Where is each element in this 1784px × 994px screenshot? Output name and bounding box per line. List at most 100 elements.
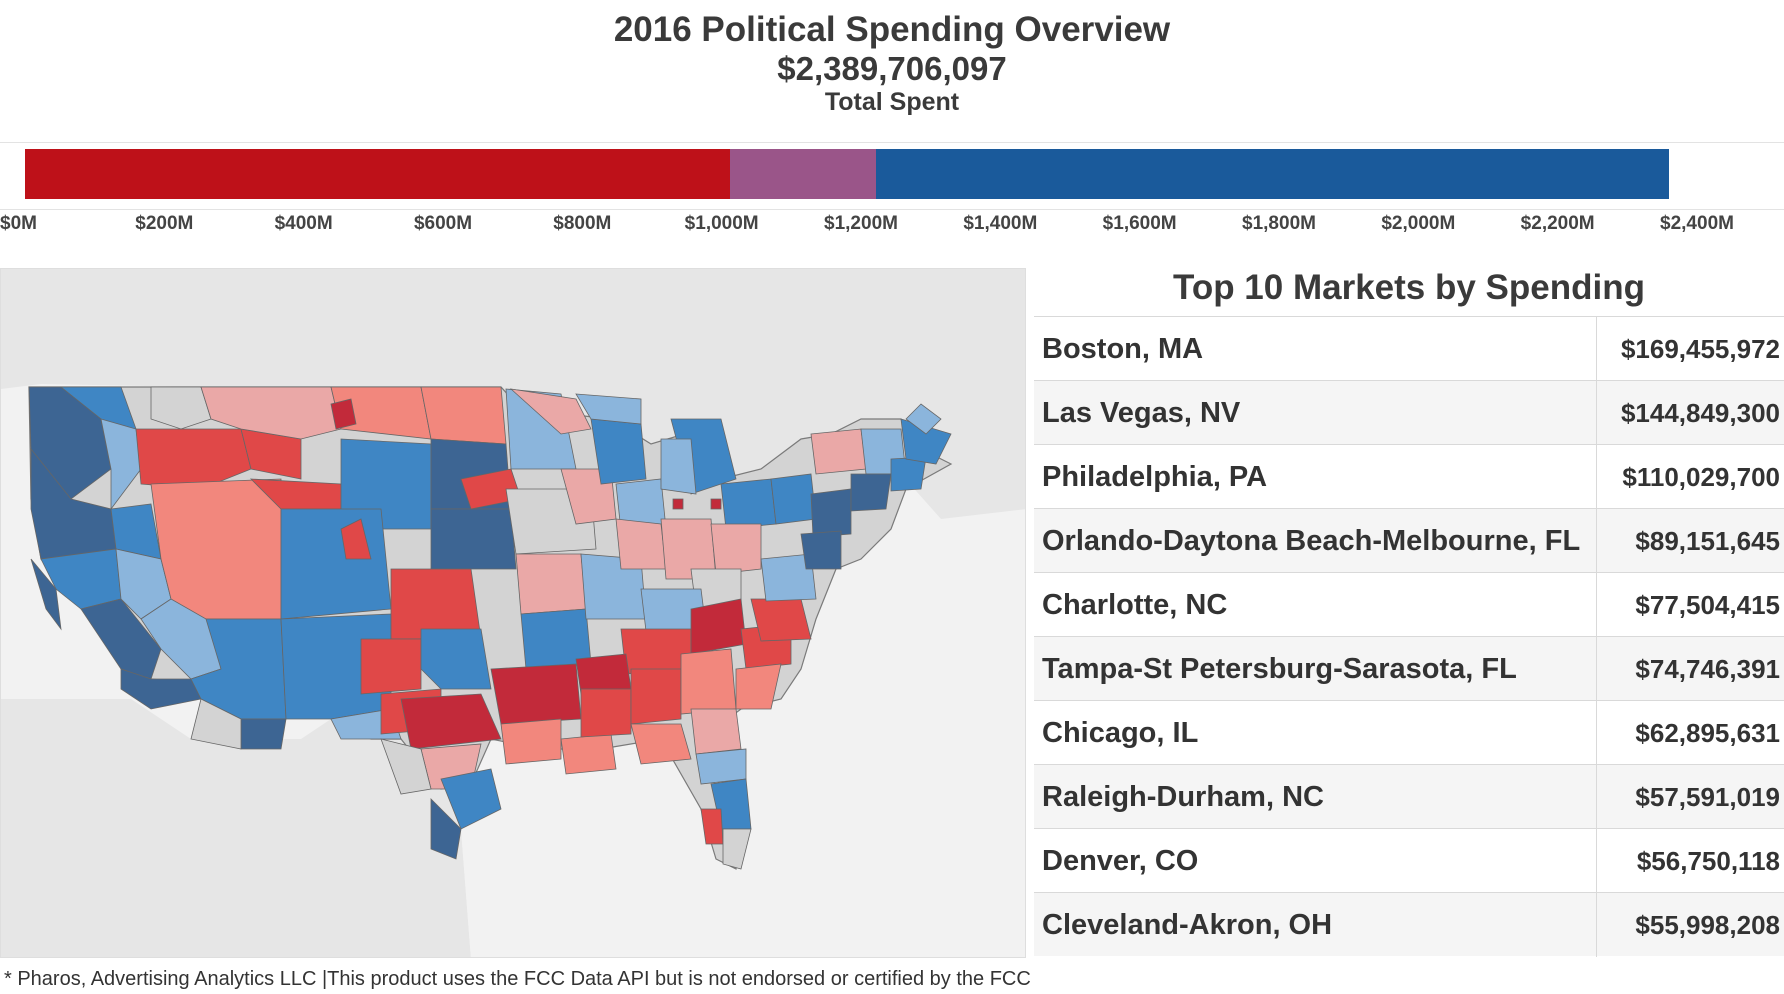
page-title: 2016 Political Spending Overview [613,10,1171,49]
region-grand-junction[interactable] [340,518,372,560]
region-corpus-christi[interactable] [430,798,462,860]
region-cleveland[interactable] [720,478,777,530]
region-washington-dc[interactable] [800,530,842,570]
table-row[interactable]: Chicago, IL $62,895,631 [1034,700,1784,765]
region-boise[interactable] [135,428,252,490]
region-tucson[interactable] [240,718,287,750]
axis-tick-label: $0M [0,213,37,234]
region-milwaukee[interactable] [590,418,647,485]
table-row[interactable]: Tampa-St Petersburg-Sarasota, FL $74,746,… [1034,636,1784,701]
market-amount: $110,029,700 [1596,445,1784,509]
market-amount: $169,455,972 [1596,317,1784,381]
table-row[interactable]: Las Vegas, NV $144,849,300 [1034,380,1784,445]
region-miami[interactable] [722,828,752,870]
market-amount: $55,998,208 [1596,893,1784,957]
region-richmond[interactable] [760,553,817,602]
market-amount: $89,151,645 [1596,509,1784,573]
region-little-rock[interactable] [490,663,582,725]
region-kansas-city[interactable] [515,553,587,615]
market-name: Orlando-Daytona Beach-Melbourne, FL [1042,525,1581,557]
table-row[interactable]: Denver, CO $56,750,118 [1034,828,1784,893]
market-name: Boston, MA [1042,333,1204,365]
region-cheyenne[interactable] [340,438,432,530]
table-row[interactable]: Orlando-Daytona Beach-Melbourne, FL $89,1… [1034,508,1784,573]
market-amount: $62,895,631 [1596,701,1784,765]
region-dallas[interactable] [400,693,502,750]
region-lansing[interactable] [672,498,684,510]
us-map[interactable] [1,269,1026,958]
region-salt-lake-city[interactable] [150,478,282,620]
axis-tick-label: $2,000M [1381,213,1456,234]
region-sf[interactable] [30,558,62,631]
bar-segment-democrat[interactable] [876,149,1670,199]
market-name: Chicago, IL [1042,717,1199,749]
region-memphis[interactable] [575,653,632,695]
region-shreveport[interactable] [500,718,562,765]
region-oklahoma-city[interactable] [420,628,492,690]
region-missoula[interactable] [150,386,212,430]
region-macon[interactable] [690,708,742,755]
table-row[interactable]: Cleveland-Akron, OH $55,998,208 [1034,892,1784,957]
table-row[interactable]: Charlotte, NC $77,504,415 [1034,572,1784,637]
region-houston[interactable] [440,768,502,830]
region-fresno[interactable] [80,598,162,680]
market-name: Denver, CO [1042,845,1199,877]
region-jacksonville[interactable] [695,748,747,785]
axis-tick-label: $1,200M [824,213,898,234]
region-peoria[interactable] [615,518,667,570]
market-spending-map[interactable] [0,268,1026,958]
region-omaha[interactable] [430,508,517,570]
market-amount: $56,750,118 [1596,829,1784,893]
bar-segment-mixed[interactable] [730,149,877,199]
axis-tick-label: $2,400M [1660,213,1734,234]
axis-tick-label: $1,800M [1242,213,1316,234]
market-name: Las Vegas, NV [1042,397,1241,429]
region-toledo[interactable] [710,498,722,510]
top10-table: Boston, MA $169,455,972 Las Vegas, NV $144,… [1034,316,1784,957]
region-columbia-sc[interactable] [735,663,782,710]
region-atlanta[interactable] [680,648,737,715]
axis-tick-label: $2,200M [1520,213,1595,234]
region-san-antonio[interactable] [380,738,432,795]
region-amarillo[interactable] [360,638,422,695]
region-yuma[interactable] [190,698,242,750]
region-jackson-ms[interactable] [580,688,632,738]
region-helena[interactable] [330,398,357,430]
region-portland-me[interactable] [900,418,952,465]
table-row[interactable]: Philadelphia, PA $110,029,700 [1034,444,1784,509]
market-name: Cleveland-Akron, OH [1042,909,1333,941]
region-new-orleans[interactable] [560,733,617,775]
source-footer: * Pharos, Advertising Analytics LLC |Thi… [4,968,1031,990]
market-amount: $74,746,391 [1596,637,1784,701]
bar-segment-republican[interactable] [25,149,731,199]
region-columbus[interactable] [710,523,762,575]
region-new-york[interactable] [850,473,892,512]
axis-tick-label: $200M [135,213,194,234]
market-name: Philadelphia, PA [1042,461,1268,493]
axis-tick-label: $400M [274,213,333,234]
market-name: Tampa-St Petersburg-Sarasota, FL [1042,653,1517,685]
axis-tick-label: $1,000M [684,213,759,234]
region-birmingham[interactable] [630,668,682,725]
region-nashville[interactable] [620,628,692,675]
spending-bar[interactable] [25,149,1697,199]
region-bangor[interactable] [905,403,942,435]
table-row[interactable]: Boston, MA $169,455,972 [1034,316,1784,381]
region-yakima[interactable] [100,418,142,511]
region-boston[interactable] [890,456,927,492]
table-row[interactable]: Raleigh-Durham, NC $57,591,019 [1034,764,1784,829]
region-grand-rapids[interactable] [660,438,697,495]
region-duluth[interactable] [509,388,592,435]
region-mobile[interactable] [630,723,692,765]
region-philadelphia[interactable] [810,488,852,538]
region-fargo[interactable] [420,386,507,445]
region-green-bay[interactable] [575,393,642,425]
region-buffalo[interactable] [810,428,867,475]
region-denver[interactable] [280,508,392,620]
region-knoxville[interactable] [690,598,747,655]
region-pittsburgh[interactable] [770,473,817,525]
region-wichita[interactable] [390,568,482,640]
market-name: Raleigh-Durham, NC [1042,781,1324,813]
mexico-land [1,699,471,957]
region-raleigh[interactable] [750,598,812,642]
